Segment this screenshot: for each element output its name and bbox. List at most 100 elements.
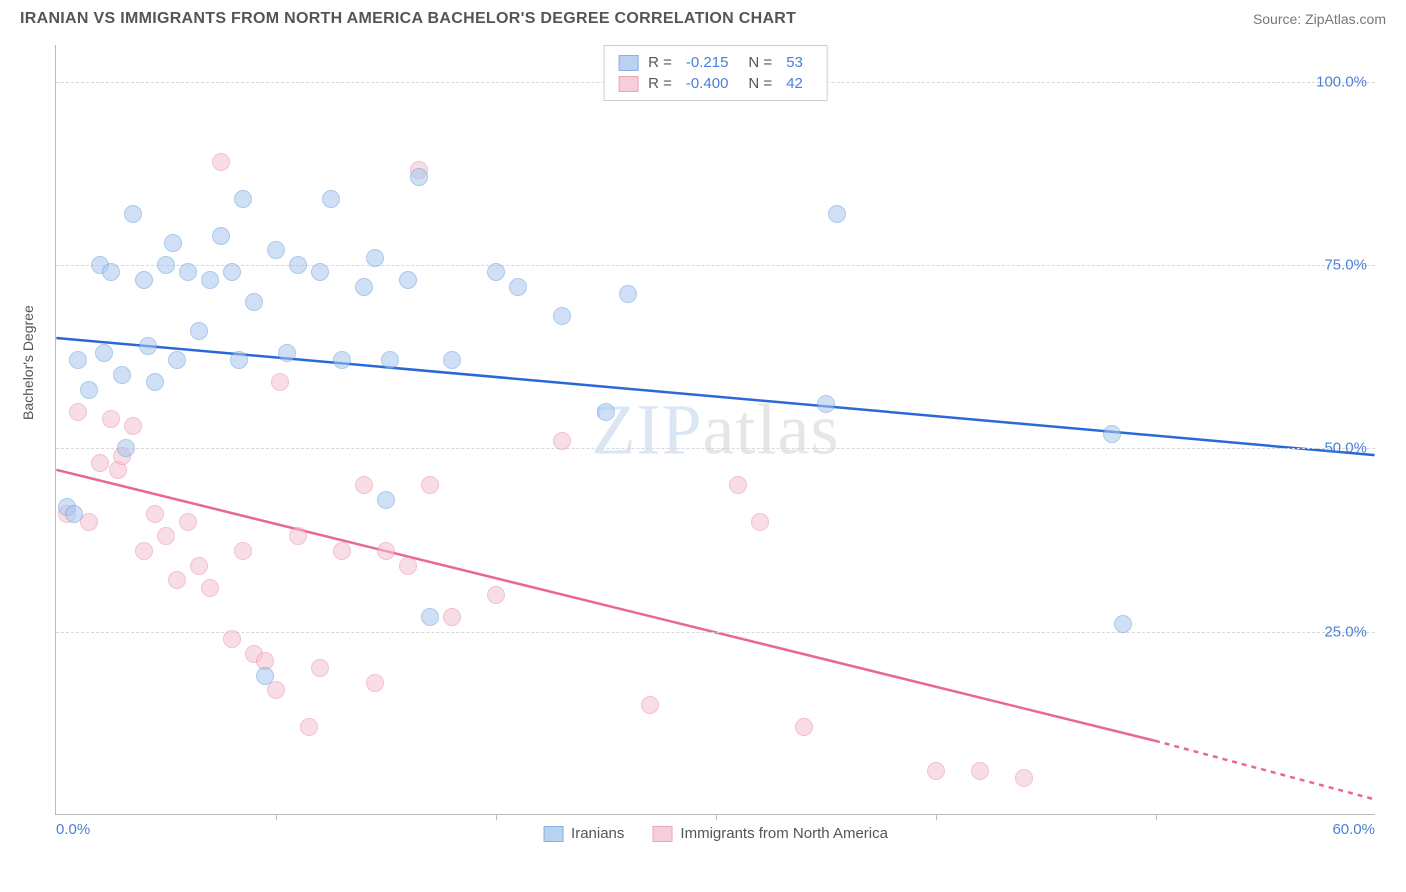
y-tick-label: 75.0% [1324,257,1367,274]
data-point-immigrants [201,579,219,597]
data-point-immigrants [443,608,461,626]
x-tick-mark [716,814,717,820]
data-point-immigrants [146,505,164,523]
data-point-iranians [117,439,135,457]
data-point-immigrants [355,476,373,494]
data-point-iranians [322,190,340,208]
y-tick-label: 100.0% [1316,73,1367,90]
data-point-iranians [828,205,846,223]
data-point-immigrants [366,674,384,692]
x-tick-max: 60.0% [1332,821,1375,838]
watermark: ZIPatlas [592,388,840,471]
data-point-iranians [619,285,637,303]
data-point-iranians [139,337,157,355]
data-point-iranians [278,344,296,362]
gridline-horizontal [56,448,1375,449]
data-point-immigrants [234,542,252,560]
source-label: Source: ZipAtlas.com [1253,11,1386,27]
data-point-immigrants [421,476,439,494]
gridline-horizontal [56,632,1375,633]
data-point-iranians [124,205,142,223]
series-legend: Iranians Immigrants from North America [543,825,888,842]
data-point-immigrants [212,153,230,171]
data-point-immigrants [267,681,285,699]
data-point-iranians [597,403,615,421]
data-point-iranians [95,344,113,362]
data-point-iranians [157,256,175,274]
data-point-immigrants [927,762,945,780]
data-point-iranians [256,667,274,685]
data-point-immigrants [399,557,417,575]
legend-r-label: R = [648,75,672,92]
data-point-immigrants [271,373,289,391]
chart-title: IRANIAN VS IMMIGRANTS FROM NORTH AMERICA… [20,10,796,28]
data-point-immigrants [300,718,318,736]
data-point-iranians [223,263,241,281]
data-point-iranians [179,263,197,281]
data-point-iranians [113,366,131,384]
legend-r-label: R = [648,54,672,71]
data-point-immigrants [168,571,186,589]
data-point-immigrants [971,762,989,780]
correlation-legend: R = -0.215 N = 53 R = -0.400 N = 42 [603,45,828,101]
y-tick-label: 50.0% [1324,440,1367,457]
data-point-iranians [553,307,571,325]
data-point-iranians [366,249,384,267]
data-point-immigrants [333,542,351,560]
data-point-iranians [190,322,208,340]
data-point-immigrants [729,476,747,494]
data-point-iranians [230,351,248,369]
data-point-iranians [399,271,417,289]
data-point-immigrants [1015,769,1033,787]
data-point-immigrants [289,527,307,545]
data-point-iranians [381,351,399,369]
data-point-immigrants [179,513,197,531]
data-point-iranians [509,278,527,296]
data-point-immigrants [190,557,208,575]
data-point-immigrants [795,718,813,736]
legend-item-immigrants: Immigrants from North America [652,825,888,842]
data-point-immigrants [157,527,175,545]
legend-r-value: -0.400 [686,75,729,92]
data-point-immigrants [641,696,659,714]
legend-r-value: -0.215 [686,54,729,71]
legend-label: Immigrants from North America [680,825,888,842]
data-point-iranians [102,263,120,281]
data-point-immigrants [69,403,87,421]
legend-item-iranians: Iranians [543,825,624,842]
legend-n-label: N = [748,54,772,71]
data-point-iranians [212,227,230,245]
legend-swatch [618,76,638,92]
data-point-iranians [69,351,87,369]
x-tick-mark [1156,814,1157,820]
data-point-immigrants [102,410,120,428]
y-tick-label: 25.0% [1324,623,1367,640]
plot-area: ZIPatlas R = -0.215 N = 53 R = -0.400 N … [55,45,1375,815]
legend-swatch [543,826,563,842]
data-point-iranians [65,505,83,523]
data-point-iranians [817,395,835,413]
data-point-iranians [245,293,263,311]
data-point-iranians [487,263,505,281]
data-point-iranians [168,351,186,369]
data-point-iranians [421,608,439,626]
data-point-iranians [289,256,307,274]
data-point-iranians [80,381,98,399]
data-point-iranians [1114,615,1132,633]
x-tick-min: 0.0% [56,821,90,838]
data-point-iranians [146,373,164,391]
data-point-immigrants [311,659,329,677]
legend-n-value: 42 [786,75,803,92]
legend-row-iranians: R = -0.215 N = 53 [618,52,813,73]
x-tick-mark [936,814,937,820]
data-point-iranians [1103,425,1121,443]
gridline-horizontal [56,265,1375,266]
data-point-immigrants [751,513,769,531]
data-point-iranians [164,234,182,252]
x-tick-mark [496,814,497,820]
data-point-immigrants [91,454,109,472]
data-point-immigrants [80,513,98,531]
data-point-iranians [355,278,373,296]
data-point-iranians [267,241,285,259]
data-point-iranians [311,263,329,281]
